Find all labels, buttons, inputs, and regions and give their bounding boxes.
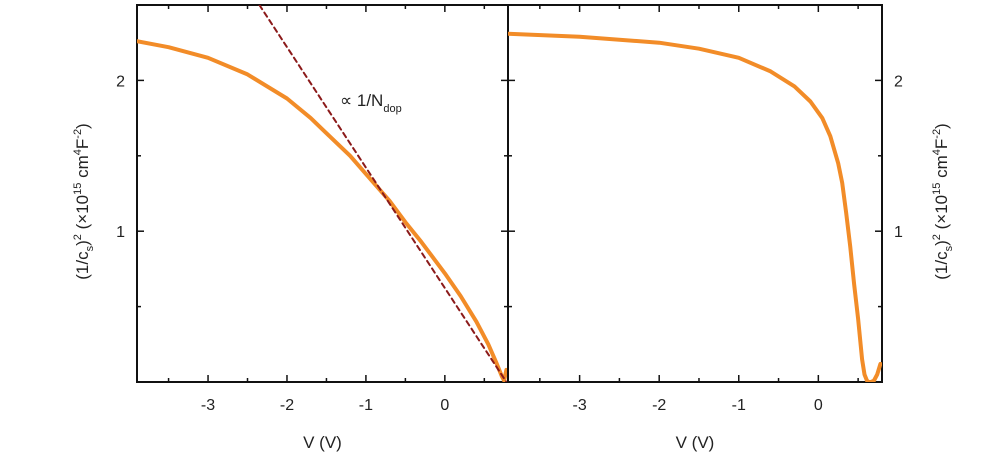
right-panel: -3 -2 -1 0 1 2 V (V) (1/cs)2 (×1015 cm4F-2) bbox=[507, 4, 955, 452]
y-axis-label: (1/cs)2 (×1015 cm4F-2) bbox=[931, 123, 955, 279]
x-tick-label: -2 bbox=[280, 397, 294, 414]
x-tick-label: -3 bbox=[572, 397, 586, 414]
x-tick-label: -1 bbox=[359, 397, 373, 414]
x-tick-label: 0 bbox=[440, 397, 449, 414]
fit-line-dashed bbox=[258, 5, 508, 382]
x-tick-label: -2 bbox=[652, 397, 666, 414]
x-tick-label: -1 bbox=[732, 397, 746, 414]
capacitance-curve bbox=[137, 39, 508, 382]
x-axis-label: V (V) bbox=[303, 433, 342, 452]
y-tick-label: 1 bbox=[116, 224, 125, 241]
y-tick-label: 2 bbox=[116, 73, 125, 90]
x-tick-label: 0 bbox=[814, 397, 823, 414]
plot-frame bbox=[507, 4, 883, 383]
y-tick-label: 1 bbox=[894, 224, 903, 241]
y-axis-label: (1/cs)2 (×1015 cm4F-2) bbox=[72, 123, 96, 279]
capacitance-curve bbox=[508, 31, 882, 382]
slope-annotation: ∝ 1/Ndop bbox=[340, 91, 402, 115]
y-tick-label: 2 bbox=[894, 73, 903, 90]
left-panel: -3 -2 -1 0 1 2 V (V) (1/cs)2 (×1015 cm4F-2) ∝ 1/… bbox=[72, 4, 509, 452]
x-axis-label: V (V) bbox=[676, 433, 715, 452]
plot-frame bbox=[136, 4, 509, 383]
x-tick-label: -3 bbox=[201, 397, 215, 414]
